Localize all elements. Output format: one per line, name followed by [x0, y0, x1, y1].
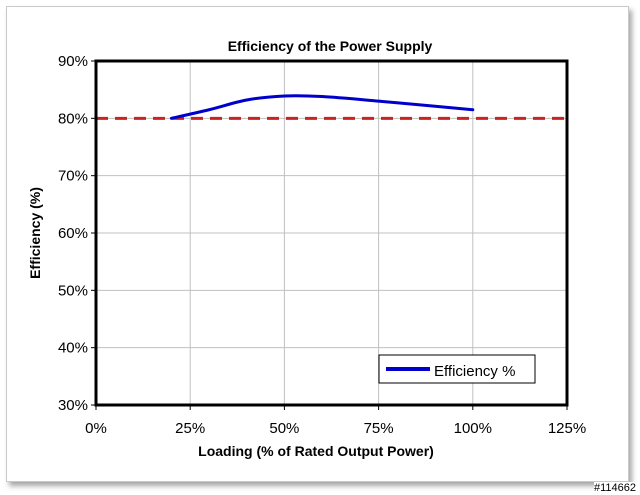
x-tick-label: 75% [364, 420, 394, 437]
y-tick-label: 30% [58, 397, 88, 414]
legend-label: Efficiency % [434, 363, 515, 380]
y-tick-label: 70% [58, 168, 88, 185]
x-axis-ticks: 0% 25% 50% 75% 100% 125% [85, 405, 586, 437]
plot-area-border [94, 59, 569, 407]
series-line [169, 94, 475, 120]
y-tick-label: 90% [58, 53, 88, 70]
y-tick-label: 60% [58, 225, 88, 242]
x-axis-label: Loading (% of Rated Output Power) [198, 443, 434, 459]
y-axis-ticks: 30% 40% 50% 60% 70% 80% 90% [58, 53, 96, 414]
grid-lines [96, 61, 567, 405]
legend: Efficiency % [378, 354, 536, 384]
series-group [169, 94, 475, 120]
x-tick-label: 100% [454, 420, 492, 437]
y-tick-label: 80% [58, 110, 88, 127]
x-tick-label: 125% [548, 420, 586, 437]
y-tick-label: 40% [58, 340, 88, 357]
watermark: #114662 [593, 482, 636, 494]
y-axis-label: Efficiency (%) [27, 187, 43, 279]
chart-title: Efficiency of the Power Supply [228, 38, 433, 54]
chart-frame [6, 6, 629, 482]
x-tick-label: 50% [269, 420, 299, 437]
x-tick-label: 0% [85, 420, 107, 437]
x-tick-label: 25% [175, 420, 205, 437]
y-tick-label: 50% [58, 282, 88, 299]
